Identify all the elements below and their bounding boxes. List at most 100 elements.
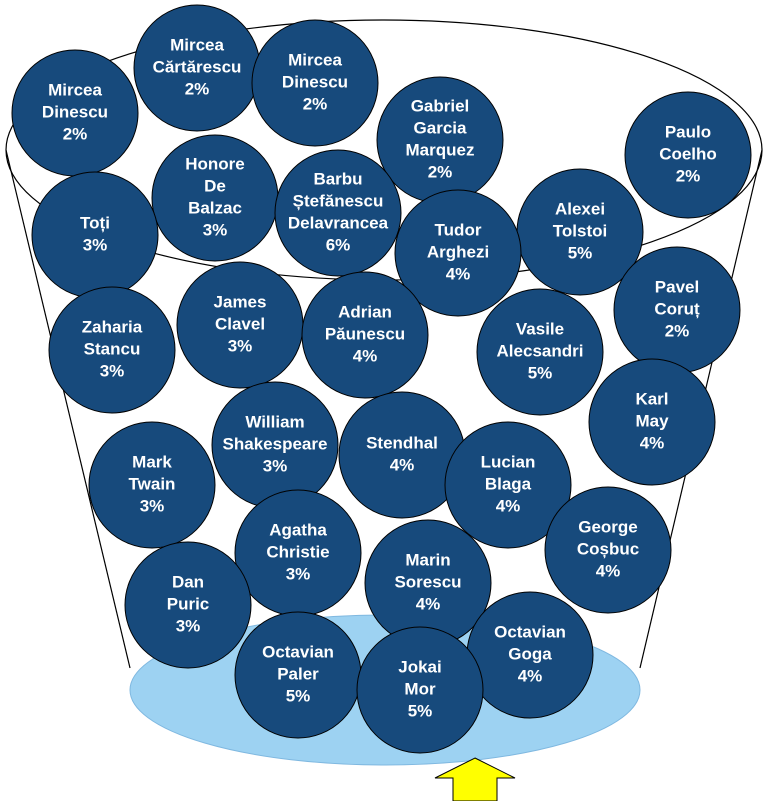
- bubble-circle: [544, 486, 672, 614]
- bubble: William Shakespeare 3%: [211, 381, 339, 509]
- bubble-label: Octavian: [494, 622, 566, 641]
- bubble-label: Honore: [185, 154, 245, 173]
- bubble-label: Sorescu: [394, 572, 461, 591]
- bubble-circle: [251, 19, 379, 147]
- bubble-label: Adrian: [338, 302, 392, 321]
- bubble-label: Marin: [405, 550, 450, 569]
- bubble-label: Alexei: [555, 199, 605, 218]
- bubble-share: 2%: [665, 321, 690, 340]
- bubble-label: Puric: [167, 594, 210, 613]
- bubble: Marin Sorescu 4%: [364, 519, 492, 647]
- bubble-circle: [624, 91, 752, 219]
- bubble-share: 2%: [676, 166, 701, 185]
- bubble-label: Gabriel: [411, 96, 470, 115]
- bubble-label: Dinescu: [42, 102, 108, 121]
- bubble: Mircea Dinescu 2%: [251, 19, 379, 147]
- bubble-circle: [48, 286, 176, 414]
- bubble-label: Tudor: [435, 220, 482, 239]
- bubble: Mircea Cărtărescu 2%: [133, 4, 261, 132]
- bubble-label: Pavel: [655, 277, 699, 296]
- bubble-label: Lucian: [481, 452, 536, 471]
- bubble: Karl May 4%: [588, 358, 716, 486]
- bubble: Alexei Tolstoi 5%: [516, 168, 644, 296]
- bubble-share: 5%: [408, 701, 433, 720]
- bubble-share: 4%: [518, 666, 543, 685]
- bubble-label: Stendhal: [366, 433, 438, 452]
- bubble-share: 2%: [63, 124, 88, 143]
- bubble-share: 4%: [446, 264, 471, 283]
- bubble-label: Garcia: [414, 118, 467, 137]
- bubble-circle: [476, 288, 604, 416]
- bubble-label: Agatha: [269, 520, 327, 539]
- bubble-share: 3%: [140, 496, 165, 515]
- bubble-label: Zaharia: [82, 317, 143, 336]
- bubble-label: May: [635, 411, 669, 430]
- arrow: [434, 757, 516, 801]
- bubble-label: Coelho: [659, 144, 717, 163]
- bubble-share: 3%: [83, 235, 108, 254]
- bubble-label: Delavrancea: [288, 213, 389, 232]
- bubble-circle: [274, 149, 402, 277]
- bubble: Stendhal 4%: [338, 391, 466, 519]
- bubble-label: Mor: [404, 679, 436, 698]
- bubble-label: Christie: [266, 542, 329, 561]
- bubble: Honore De Balzac 3%: [151, 134, 279, 262]
- bubble-label: Mircea: [48, 80, 102, 99]
- bubble-share: 3%: [100, 361, 125, 380]
- bubble-label: Dinescu: [282, 72, 348, 91]
- bubble-label: Toți: [80, 213, 110, 232]
- bubble-label: Tolstoi: [553, 221, 607, 240]
- bubble-share: 5%: [286, 686, 311, 705]
- bubble: Mircea Dinescu 2%: [11, 49, 139, 177]
- bubble-label: Goga: [508, 644, 552, 663]
- bubble-label: Twain: [129, 474, 176, 493]
- bubble-share: 3%: [286, 564, 311, 583]
- bubble-share: 3%: [203, 220, 228, 239]
- bubble-circle: [444, 421, 572, 549]
- bubble-share: 6%: [326, 235, 351, 254]
- bubble: Vasile Alecsandri 5%: [476, 288, 604, 416]
- bubble-share: 3%: [176, 616, 201, 635]
- bubble-label: Karl: [635, 389, 668, 408]
- bubble-label: Mark: [132, 452, 172, 471]
- bubble-label: Cărtărescu: [153, 57, 242, 76]
- bubble: Dan Puric 3%: [124, 541, 252, 669]
- bubble-label: Coruț: [654, 299, 700, 318]
- bubble-share: 2%: [428, 162, 453, 181]
- bubble-label: Coșbuc: [577, 539, 639, 558]
- bubble-circle: [88, 421, 216, 549]
- bubbles: Mircea Dinescu 2% Mircea Cărtărescu 2% Mircea D…: [11, 4, 752, 754]
- cup-side: [5, 149, 131, 669]
- bubble: Tudor Arghezi 4%: [394, 189, 522, 317]
- bubble: Agatha Christie 3%: [234, 489, 362, 617]
- bubble: Octavian Paler 5%: [234, 611, 362, 739]
- bubble-label: Shakespeare: [223, 434, 328, 453]
- bubble: Lucian Blaga 4%: [444, 421, 572, 549]
- bubble-label: Vasile: [516, 319, 564, 338]
- bubble: Pavel Coruț 2%: [613, 246, 741, 374]
- bubble-label: Balzac: [188, 198, 242, 217]
- bubble-label: Paler: [277, 664, 319, 683]
- bubble: Toți 3%: [31, 171, 159, 299]
- bubble-share: 4%: [640, 433, 665, 452]
- bubble-label: Păunescu: [325, 324, 405, 343]
- bubble-share: 4%: [416, 594, 441, 613]
- bubble-label: James: [214, 292, 267, 311]
- bubble-label: Clavel: [215, 314, 265, 333]
- bubble-label: Octavian: [262, 642, 334, 661]
- bubble-share: 4%: [353, 346, 378, 365]
- bubble-share: 2%: [303, 94, 328, 113]
- bubble-label: Paulo: [665, 122, 711, 141]
- bubble: Gabriel Garcia Marquez 2%: [376, 76, 504, 204]
- bubble: Adrian Păunescu 4%: [301, 271, 429, 399]
- bubble-label: Alecsandri: [497, 341, 584, 360]
- bubble-label: Ștefănescu: [293, 191, 384, 210]
- bubble: Mark Twain 3%: [88, 421, 216, 549]
- bubble-share: 4%: [596, 561, 621, 580]
- bubble-circle: [301, 271, 429, 399]
- bubble-label: Blaga: [485, 474, 532, 493]
- bubble-label: Barbu: [313, 169, 362, 188]
- bubble-share: 3%: [228, 336, 253, 355]
- bubble-share: 5%: [528, 363, 553, 382]
- bubble-share: 4%: [390, 455, 415, 474]
